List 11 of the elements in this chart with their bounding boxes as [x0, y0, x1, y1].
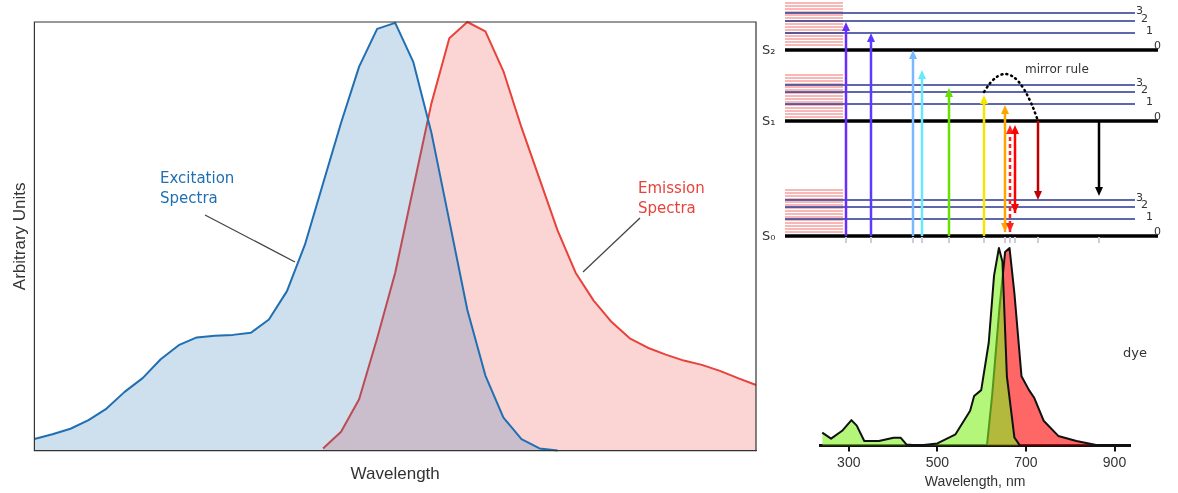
x-axis-title: Wavelength, nm	[924, 473, 1026, 490]
x-tick-label: 900	[1102, 453, 1127, 470]
y-axis-title: Arbitrary Units	[9, 182, 29, 291]
text: Excitation Spectra	[160, 168, 236, 208]
energy-level-diagram: S₂ 0 1 2 3 S₁ 0 1 2 3 S₀ 0 1 2 3 mirror rule	[762, 2, 1161, 243]
text: Emission Spectra	[638, 178, 706, 218]
x-tick-label: 500	[925, 453, 950, 470]
x-axis-title: Wavelength	[350, 464, 440, 484]
annotation: dye	[1122, 345, 1148, 360]
x-tick-label: 700	[1014, 453, 1038, 470]
x-tick-label: 300	[837, 453, 861, 470]
